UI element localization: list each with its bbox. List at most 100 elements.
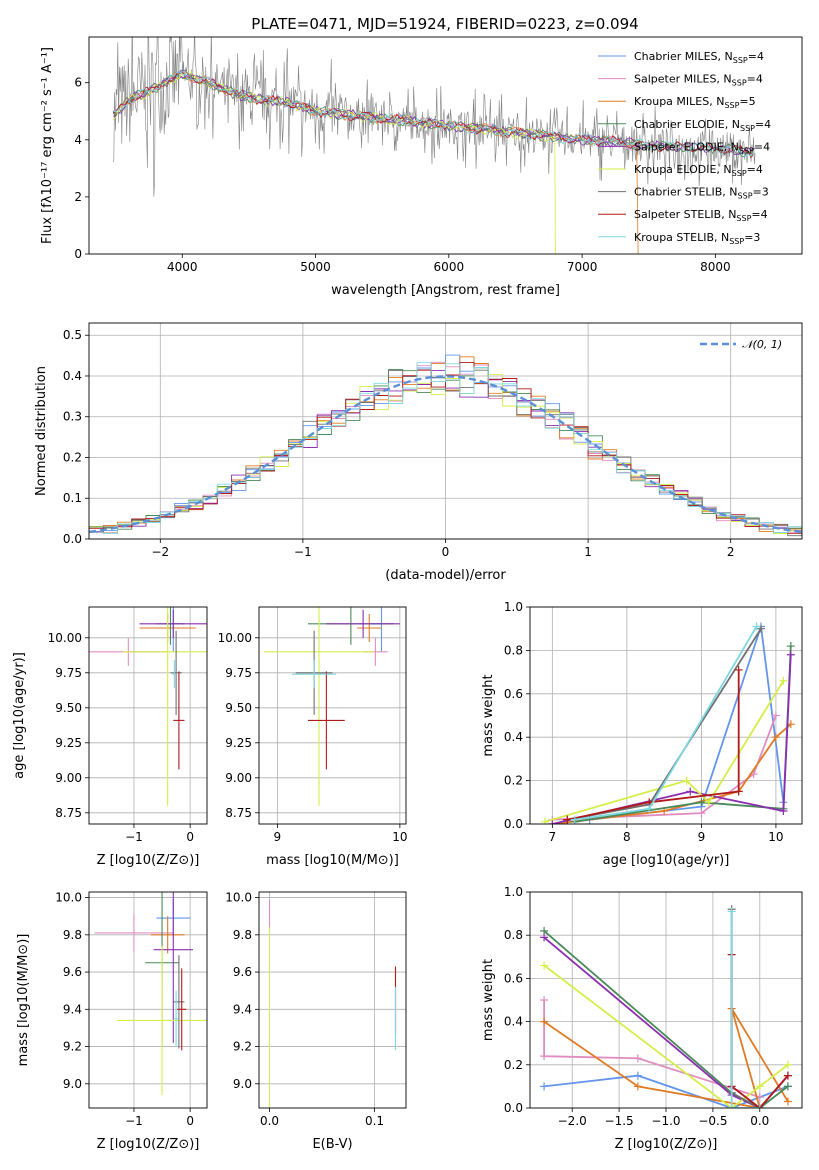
y-tick-label: 9.8 [233, 928, 252, 942]
y-tick-label: 0.3 [63, 410, 82, 424]
y-tick-label: 10.0 [225, 891, 252, 905]
panel-7: 0.0 0.1 9.0 9.2 9.4 9.6 9.8 10.0 E(B-V) [225, 891, 407, 1152]
mass-weight-marker [633, 1082, 642, 1091]
y-tick-label: 6 [74, 76, 82, 90]
x-tick-label: −2 [151, 545, 169, 559]
y-tick-label: 8.75 [55, 806, 82, 820]
mass-weight-marker [779, 806, 788, 815]
x-tick-label: 7000 [567, 260, 598, 274]
plot-area [263, 607, 400, 806]
y-tick-label: 9.75 [225, 666, 252, 680]
mass-weight-marker [540, 1082, 549, 1091]
x-tick-label: 10 [392, 830, 407, 844]
mass-weight-marker [540, 933, 549, 942]
x-tick-label: −1.5 [605, 1114, 634, 1128]
mass-weight-marker [540, 996, 549, 1004]
mass-weight-line [567, 669, 740, 821]
axes-frame [88, 606, 208, 825]
y-tick-label: 9.4 [233, 1002, 252, 1016]
mass-weight-marker [570, 815, 579, 824]
legend-label-sub: SSP [729, 237, 744, 246]
mass-weight-marker [697, 809, 706, 818]
y-tick-label: 0.4 [504, 1015, 523, 1029]
mass-weight-line [574, 646, 792, 823]
x-axis-label: Z [log10(Z/Z⊙)] [97, 1137, 200, 1152]
mass-weight-marker [563, 815, 572, 824]
legend-label-sub: SSP [733, 56, 748, 65]
mass-weight-marker [752, 622, 761, 631]
legend-label: 𝒩(0, 1) [742, 338, 782, 351]
panel-6: −1 0 9.0 9.2 9.4 9.6 9.8 10.0 Z [log10(Z/Z⊙)] mas… [16, 891, 208, 1152]
mass-weight-marker [771, 711, 780, 720]
y-tick-label: 8.75 [225, 806, 252, 820]
y-axis-label: mass weight [481, 674, 496, 756]
legend-label-main: Salpeter MILES, N [634, 73, 732, 86]
y-tick-label: 9.2 [233, 1040, 252, 1054]
mass-weight-marker [783, 1097, 792, 1106]
x-tick-label: −1.0 [651, 1114, 680, 1128]
legend-label-main: Salpeter STELIB, N [634, 208, 736, 221]
mass-weight-line [544, 680, 785, 823]
panel-1: 4000 5000 6000 7000 8000 0 2 4 6 wavelength [Angs… [40, 36, 803, 298]
legend-label-main: Kroupa MILES, N [634, 95, 724, 108]
mass-weight-marker [686, 787, 695, 796]
mass-weight-marker [734, 665, 743, 674]
x-tick-label: 8000 [700, 260, 731, 274]
y-tick-label: 0.2 [63, 450, 82, 464]
mass-weight-line [543, 1000, 761, 1099]
panel-5: 7 8 9 10 0.0 0.2 0.4 0.6 0.8 1.0 age [log10(age/yr… [481, 600, 803, 868]
mass-weight-marker [633, 1071, 642, 1080]
mass-weight-marker [540, 817, 549, 824]
model-spectrum-line [112, 70, 556, 254]
model-spectrum-line [112, 71, 755, 157]
panel-2: −2 −1 0 1 2 0.0 0.1 0.2 0.3 0.4 0.5 (data-model)/er… [34, 322, 803, 583]
mass-weight-marker [548, 820, 557, 824]
legend-label: Salpeter ELODIE, NSSP=4 [634, 140, 770, 155]
x-tick-label: −1 [125, 830, 143, 844]
legend-label-main: Chabrier STELIB, N [634, 186, 738, 199]
plot-area [94, 892, 207, 1095]
x-tick-label: 0 [186, 1114, 194, 1128]
plot-area [89, 607, 207, 806]
x-axis-label: Z [log10(Z/Z⊙)] [97, 853, 200, 868]
legend-label-n: =5 [739, 95, 755, 108]
legend-label: Chabrier STELIB, NSSP=3 [634, 186, 769, 201]
x-tick-label: 9 [274, 830, 282, 844]
y-tick-label: 9.6 [63, 965, 82, 979]
x-axis-label: (data-model)/error [385, 568, 506, 583]
mass-weight-marker [633, 1054, 642, 1063]
y-tick-label: 9.25 [55, 736, 82, 750]
y-tick-label: 0.2 [504, 774, 523, 788]
normal-curve [89, 375, 802, 534]
legend-label-n: =4 [747, 163, 763, 176]
y-tick-label: 9.00 [55, 771, 82, 785]
x-tick-label: 2 [727, 545, 735, 559]
mass-weight-marker [727, 907, 736, 916]
y-tick-label: 0.6 [504, 687, 523, 701]
mass-weight-marker [734, 787, 743, 796]
y-tick-label: 10.00 [48, 631, 82, 645]
legend-label-n: =3 [753, 186, 769, 199]
legend-label-n: =3 [744, 231, 760, 244]
legend-label: Salpeter STELIB, NSSP=4 [634, 208, 768, 223]
y-tick-label: 0.1 [63, 491, 82, 505]
x-tick-label: 0.0 [260, 1114, 279, 1128]
x-tick-label: −1 [294, 545, 312, 559]
plot-area [540, 622, 795, 824]
y-tick-label: 1.0 [504, 600, 523, 614]
mass-weight-line [730, 909, 761, 1108]
mass-weight-marker [771, 733, 780, 742]
y-axis-label: mass [log10(M/M⊙)] [16, 934, 31, 1067]
legend-label-sub: SSP [739, 146, 754, 155]
mass-weight-marker [783, 1071, 792, 1080]
y-tick-label: 0.4 [63, 369, 82, 383]
x-tick-label: −0.5 [698, 1114, 727, 1128]
legend-label-main: Kroupa STELIB, N [634, 231, 729, 244]
mass-weight-marker [786, 642, 795, 651]
x-tick-label: 0 [186, 830, 194, 844]
mass-weight-marker [783, 1082, 792, 1091]
mass-weight-marker [697, 798, 706, 807]
legend-label-sub: SSP [740, 124, 755, 133]
plot-area [89, 354, 802, 537]
